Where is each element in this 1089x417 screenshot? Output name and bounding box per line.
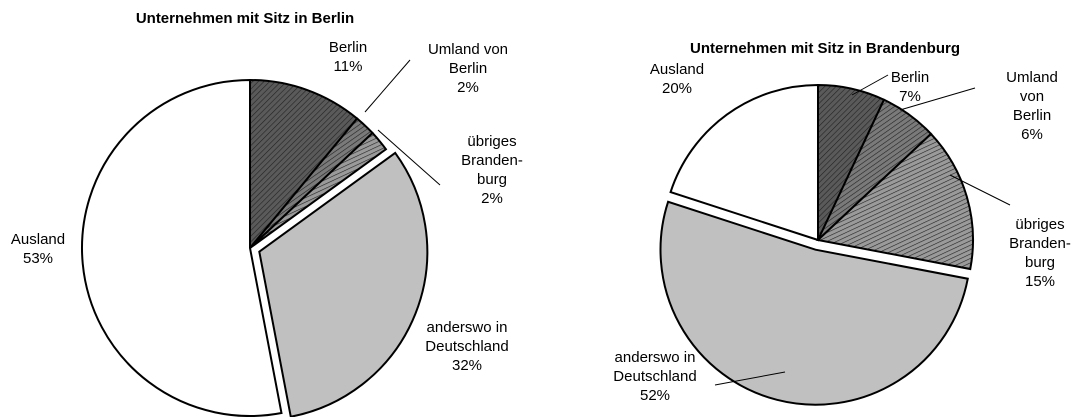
slice-label: Umland von Berlin bbox=[427, 41, 509, 77]
slice-label: Berlin bbox=[890, 69, 930, 86]
slice-label: übriges Branden- burg bbox=[1009, 216, 1071, 271]
slice-label: anderswo in Deutschland bbox=[613, 349, 697, 385]
value-label: 6% bbox=[1021, 126, 1043, 143]
pie-slice bbox=[249, 131, 388, 249]
pie-slice bbox=[249, 78, 359, 251]
leader-line bbox=[899, 87, 976, 111]
slice-label: übriges Branden- burg bbox=[461, 133, 523, 188]
slice-label: Ausland bbox=[649, 61, 705, 78]
pie-slice bbox=[81, 78, 283, 417]
chart-title: Unternehmen mit Sitz in Berlin bbox=[135, 10, 355, 27]
slice-label: Ausland bbox=[10, 231, 66, 248]
leader-line bbox=[949, 174, 1011, 206]
leader-line bbox=[377, 129, 441, 186]
value-label: 7% bbox=[899, 88, 921, 105]
value-label: 32% bbox=[451, 357, 483, 374]
value-label: 53% bbox=[22, 250, 54, 267]
pie-slice bbox=[815, 132, 974, 271]
value-label: 2% bbox=[481, 190, 503, 207]
value-label: 11% bbox=[333, 58, 363, 75]
value-label: 20% bbox=[661, 80, 693, 97]
pie-slice bbox=[669, 83, 819, 242]
value-label: 52% bbox=[639, 387, 671, 404]
chart-title: Unternehmen mit Sitz in Brandenburg bbox=[689, 40, 961, 57]
slice-label: anderswo in Deutschland bbox=[425, 319, 509, 355]
slice-label: Berlin bbox=[328, 39, 368, 56]
leader-line bbox=[714, 371, 786, 386]
pie-slice bbox=[659, 200, 969, 406]
leader-line bbox=[851, 74, 889, 96]
value-label: 15% bbox=[1024, 273, 1056, 290]
slice-label: Umland von Berlin bbox=[1006, 69, 1058, 124]
pie-slice bbox=[258, 151, 429, 417]
leader-line bbox=[364, 59, 411, 113]
value-label: 2% bbox=[457, 79, 479, 96]
